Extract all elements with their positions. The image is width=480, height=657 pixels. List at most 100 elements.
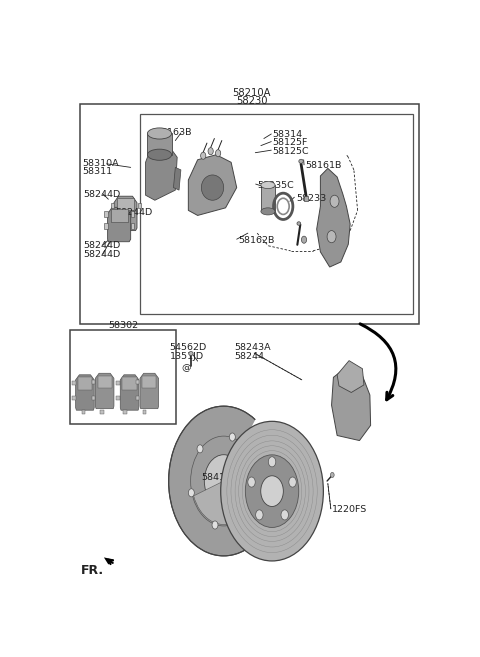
Bar bbox=[122, 377, 137, 390]
Polygon shape bbox=[96, 373, 114, 409]
Bar bbox=[104, 223, 108, 229]
Bar bbox=[138, 203, 141, 208]
Text: 58244D: 58244D bbox=[83, 241, 120, 250]
Bar bbox=[135, 396, 139, 399]
Wedge shape bbox=[193, 481, 235, 524]
Text: 58411B: 58411B bbox=[202, 473, 238, 482]
Polygon shape bbox=[104, 557, 114, 564]
Ellipse shape bbox=[299, 159, 303, 164]
Ellipse shape bbox=[189, 351, 193, 355]
Circle shape bbox=[188, 489, 194, 497]
Ellipse shape bbox=[297, 222, 300, 225]
Ellipse shape bbox=[202, 175, 224, 200]
Circle shape bbox=[330, 472, 334, 478]
Wedge shape bbox=[224, 418, 281, 531]
Bar bbox=[147, 133, 172, 155]
Ellipse shape bbox=[261, 181, 275, 189]
Text: 1351JD: 1351JD bbox=[170, 351, 204, 361]
Bar bbox=[140, 114, 413, 314]
Bar bbox=[92, 396, 96, 399]
Circle shape bbox=[208, 148, 213, 155]
Circle shape bbox=[301, 236, 307, 243]
Text: 58302: 58302 bbox=[108, 321, 138, 330]
Ellipse shape bbox=[261, 208, 275, 215]
Text: 58244: 58244 bbox=[234, 351, 264, 361]
Text: 58310A: 58310A bbox=[83, 160, 119, 168]
Text: 58125C: 58125C bbox=[273, 147, 310, 156]
Bar bbox=[110, 209, 128, 221]
Text: @: @ bbox=[181, 363, 191, 372]
Circle shape bbox=[289, 477, 296, 487]
Bar bbox=[82, 410, 85, 414]
Text: 58210A: 58210A bbox=[232, 88, 271, 99]
Bar bbox=[72, 381, 76, 386]
Polygon shape bbox=[140, 373, 158, 409]
Polygon shape bbox=[108, 208, 131, 242]
Circle shape bbox=[245, 455, 299, 528]
Circle shape bbox=[281, 510, 288, 520]
Text: 58163B: 58163B bbox=[155, 129, 192, 137]
Polygon shape bbox=[332, 367, 371, 441]
Bar bbox=[97, 376, 112, 388]
Text: 58244D: 58244D bbox=[83, 250, 120, 260]
Circle shape bbox=[256, 510, 263, 520]
Text: 58243A: 58243A bbox=[234, 344, 271, 352]
Bar bbox=[72, 396, 76, 399]
Ellipse shape bbox=[147, 128, 172, 139]
Circle shape bbox=[197, 445, 203, 453]
Bar bbox=[81, 104, 419, 324]
Circle shape bbox=[327, 231, 336, 242]
Bar bbox=[131, 223, 134, 229]
Polygon shape bbox=[173, 168, 181, 190]
Circle shape bbox=[229, 433, 235, 441]
Polygon shape bbox=[317, 168, 350, 267]
Bar bbox=[71, 330, 177, 424]
Polygon shape bbox=[76, 374, 94, 410]
Polygon shape bbox=[120, 374, 139, 410]
Circle shape bbox=[201, 152, 206, 159]
Polygon shape bbox=[337, 361, 364, 392]
Bar bbox=[143, 410, 146, 414]
Bar bbox=[142, 376, 156, 388]
Bar bbox=[100, 410, 104, 414]
Bar bbox=[135, 380, 139, 384]
Bar bbox=[104, 212, 108, 217]
Text: 58161B: 58161B bbox=[305, 162, 342, 170]
Bar bbox=[123, 410, 127, 414]
Text: 58235C: 58235C bbox=[257, 181, 294, 190]
Text: 58311: 58311 bbox=[83, 167, 112, 176]
Circle shape bbox=[261, 476, 283, 507]
Text: 58314: 58314 bbox=[273, 131, 303, 139]
Circle shape bbox=[221, 421, 324, 561]
Circle shape bbox=[168, 406, 279, 556]
Circle shape bbox=[204, 455, 243, 507]
Polygon shape bbox=[145, 145, 177, 200]
Text: 58125F: 58125F bbox=[273, 138, 308, 147]
Bar bbox=[117, 198, 134, 210]
Circle shape bbox=[212, 521, 218, 529]
FancyArrowPatch shape bbox=[360, 324, 396, 399]
FancyArrowPatch shape bbox=[108, 560, 113, 564]
Bar bbox=[111, 203, 114, 208]
Bar bbox=[78, 377, 92, 390]
Bar bbox=[131, 212, 134, 217]
Text: 58233: 58233 bbox=[296, 194, 326, 203]
Bar bbox=[116, 396, 120, 399]
Text: 58244D: 58244D bbox=[115, 208, 152, 217]
Polygon shape bbox=[188, 155, 237, 215]
Bar bbox=[304, 196, 309, 201]
Circle shape bbox=[248, 477, 255, 487]
Bar bbox=[92, 380, 96, 384]
Text: 54562D: 54562D bbox=[170, 344, 207, 352]
Bar bbox=[261, 185, 275, 212]
Circle shape bbox=[330, 195, 339, 208]
Text: 1220FS: 1220FS bbox=[332, 505, 367, 514]
Polygon shape bbox=[114, 196, 137, 231]
Text: 58230: 58230 bbox=[236, 95, 267, 106]
Text: FR.: FR. bbox=[81, 564, 104, 577]
Bar bbox=[116, 381, 120, 386]
Text: 58162B: 58162B bbox=[239, 236, 275, 244]
Text: 58244D: 58244D bbox=[83, 190, 120, 198]
Circle shape bbox=[268, 457, 276, 467]
Ellipse shape bbox=[147, 149, 172, 160]
